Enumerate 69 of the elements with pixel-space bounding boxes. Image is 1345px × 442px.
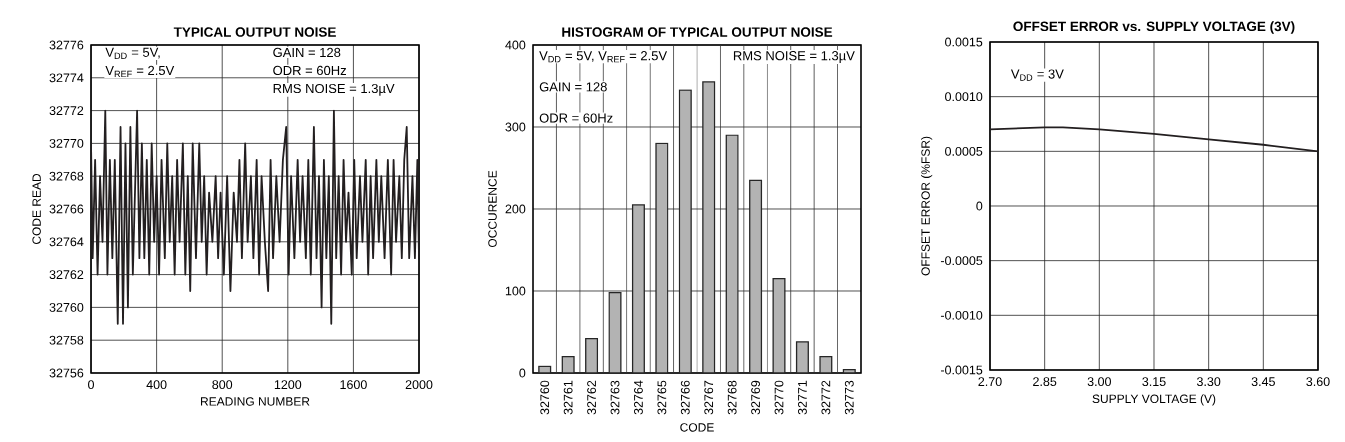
annotation: GAIN = 128 — [539, 82, 607, 92]
annotation: V$_{DD}$ = 5V, V$_{REF}$ = 2.5V — [539, 51, 668, 63]
x-tick-label: 3.30 — [1196, 377, 1221, 387]
x-tick-label: 400 — [146, 380, 167, 390]
x-axis-title: CODE — [680, 423, 714, 432]
y-tick-label: 32762 — [49, 270, 84, 280]
x-tick-label: 0 — [88, 380, 95, 390]
x-tick-label: 1200 — [274, 380, 302, 390]
y-tick-label: -0.0015 — [940, 365, 983, 375]
y-tick-label: 32756 — [49, 368, 84, 378]
annotation: RMS NOISE = 1.3µV — [733, 51, 855, 63]
y-axis-title: CODE READ — [32, 173, 41, 245]
x-tick-label: 32768 — [727, 380, 737, 415]
y-tick-label: 0.0015 — [945, 37, 983, 47]
x-tick-label: 32760 — [540, 380, 550, 415]
x-tick-label: 32763 — [610, 380, 620, 415]
x-tick-label: 32767 — [704, 380, 714, 415]
annotation: V$_{DD}$ = 3V — [1010, 69, 1064, 81]
x-tick-label: 2.85 — [1033, 377, 1057, 387]
y-tick-label: 0.0010 — [945, 92, 983, 102]
x-tick-label: 32771 — [798, 380, 807, 415]
y-tick-label: 0 — [976, 201, 983, 211]
x-tick-label: 32765 — [657, 380, 667, 415]
x-axis-title: READING NUMBER — [201, 397, 310, 406]
y-tick-label: -0.0005 — [940, 256, 983, 266]
x-tick-label: 800 — [212, 380, 233, 390]
y-tick-label: 32772 — [49, 106, 84, 116]
y-tick-label: 300 — [505, 122, 526, 132]
y-axis-title: OFFSET ERROR (%FSR) — [921, 136, 933, 276]
annotation: RMS NOISE = 1.3µV — [273, 83, 395, 96]
annotation: ODR = 60Hz — [273, 65, 346, 76]
y-tick-label: 32760 — [49, 302, 84, 312]
x-tick-label: 1600 — [340, 380, 367, 390]
x-tick-label: 32770 — [774, 380, 784, 415]
y-tick-label: 32764 — [49, 237, 84, 247]
y-tick-label: 400 — [505, 40, 526, 50]
annotation: ODR = 60Hz — [539, 113, 613, 123]
x-tick-label: 32766 — [680, 380, 690, 415]
y-tick-label: 32758 — [49, 335, 84, 345]
y-tick-label: -0.0010 — [940, 310, 983, 320]
chart-title: HISTOGRAM OF TYPICAL OUTPUT NOISE — [562, 27, 833, 37]
x-tick-label: 2000 — [405, 380, 433, 390]
annotation: V$_{DD}$ = 5V, — [105, 47, 160, 59]
y-tick-label: 32776 — [49, 40, 84, 50]
x-tick-label: 32762 — [587, 380, 597, 415]
y-tick-label: 0 — [519, 368, 526, 378]
y-axis-title: OCCURENCE — [488, 170, 497, 248]
x-tick-label: 32773 — [844, 380, 854, 415]
annotation: GAIN = 128 — [273, 47, 341, 58]
y-tick-label: 200 — [505, 204, 526, 214]
chart-title: OFFSET ERROR vs. SUPPLY VOLTAGE (3V) — [1013, 21, 1295, 34]
x-tick-label: 3.45 — [1251, 377, 1275, 387]
chart-title: TYPICAL OUTPUT NOISE — [173, 27, 336, 37]
x-tick-label: 3.60 — [1306, 377, 1330, 387]
x-tick-label: 2.70 — [978, 377, 1002, 387]
x-tick-label: 32761 — [563, 380, 573, 415]
x-tick-label: 32772 — [821, 380, 831, 415]
annotation: V$_{REF}$ = 2.5V — [105, 65, 175, 78]
y-tick-label: 100 — [505, 286, 526, 296]
x-axis-title: SUPPLY VOLTAGE (V) — [1092, 394, 1216, 406]
y-tick-label: 32766 — [49, 204, 84, 214]
x-tick-label: 3.15 — [1142, 377, 1166, 387]
y-tick-label: 32768 — [49, 171, 84, 181]
x-tick-label: 3.00 — [1087, 377, 1111, 387]
y-tick-label: 32770 — [49, 138, 84, 148]
x-tick-label: 32764 — [634, 380, 643, 415]
y-tick-label: 0.0005 — [945, 146, 983, 156]
x-tick-label: 32769 — [751, 380, 760, 415]
y-tick-label: 32774 — [49, 73, 84, 83]
